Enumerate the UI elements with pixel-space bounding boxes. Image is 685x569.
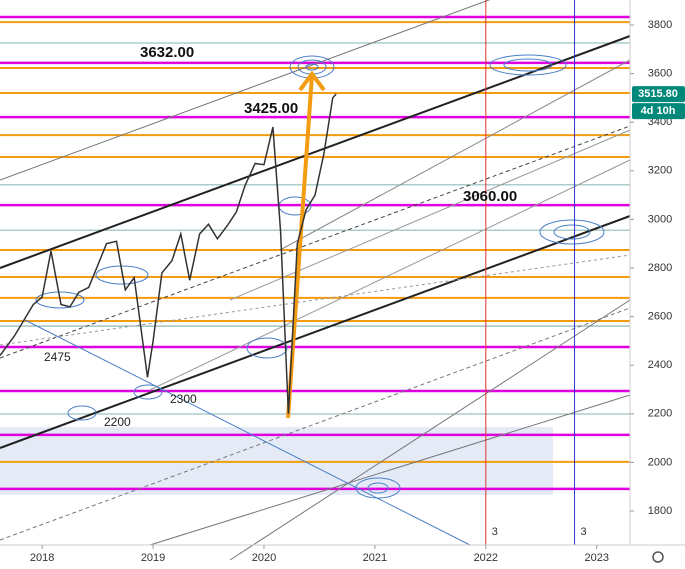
annotation: 3425.00 [244,100,298,117]
y-tick-label: 3200 [648,165,672,177]
y-tick-label: 3800 [648,19,672,31]
x-tick-label: 2022 [474,552,498,564]
x-tick-label: 2020 [252,552,276,564]
x-tick-label: 2023 [584,552,608,564]
countdown-label: 4d 10h [641,105,676,117]
price-line [0,93,337,414]
levels [0,15,630,491]
annotation: 3060.00 [463,188,517,205]
annotation: 2200 [104,415,131,429]
y-tick-label: 3400 [648,116,672,128]
annotation: 2475 [44,350,71,364]
y-tick-label: 2200 [648,408,672,420]
y-tick-label: 2400 [648,359,672,371]
settings-icon[interactable] [652,551,664,563]
x-tick-label: 2019 [141,552,165,564]
countdown-tag [632,103,685,120]
marker-label: 3 [581,526,587,538]
y-tick-label: 2000 [648,456,672,468]
y-tick-label: 2800 [648,262,672,274]
annotation: 3632.00 [140,44,194,61]
marker-label: 3 [492,526,498,538]
y-tick-label: 1800 [648,505,672,517]
annotation: 2300 [170,392,197,406]
y-tick-label: 3000 [648,213,672,225]
price-tag-label: 3515.80 [638,88,678,100]
trend-lines [0,0,631,561]
price-tag [632,86,685,103]
y-tick-label: 2600 [648,311,672,323]
x-tick-label: 2021 [363,552,387,564]
y-tick-label: 3600 [648,68,672,80]
x-tick-label: 2018 [30,552,54,564]
